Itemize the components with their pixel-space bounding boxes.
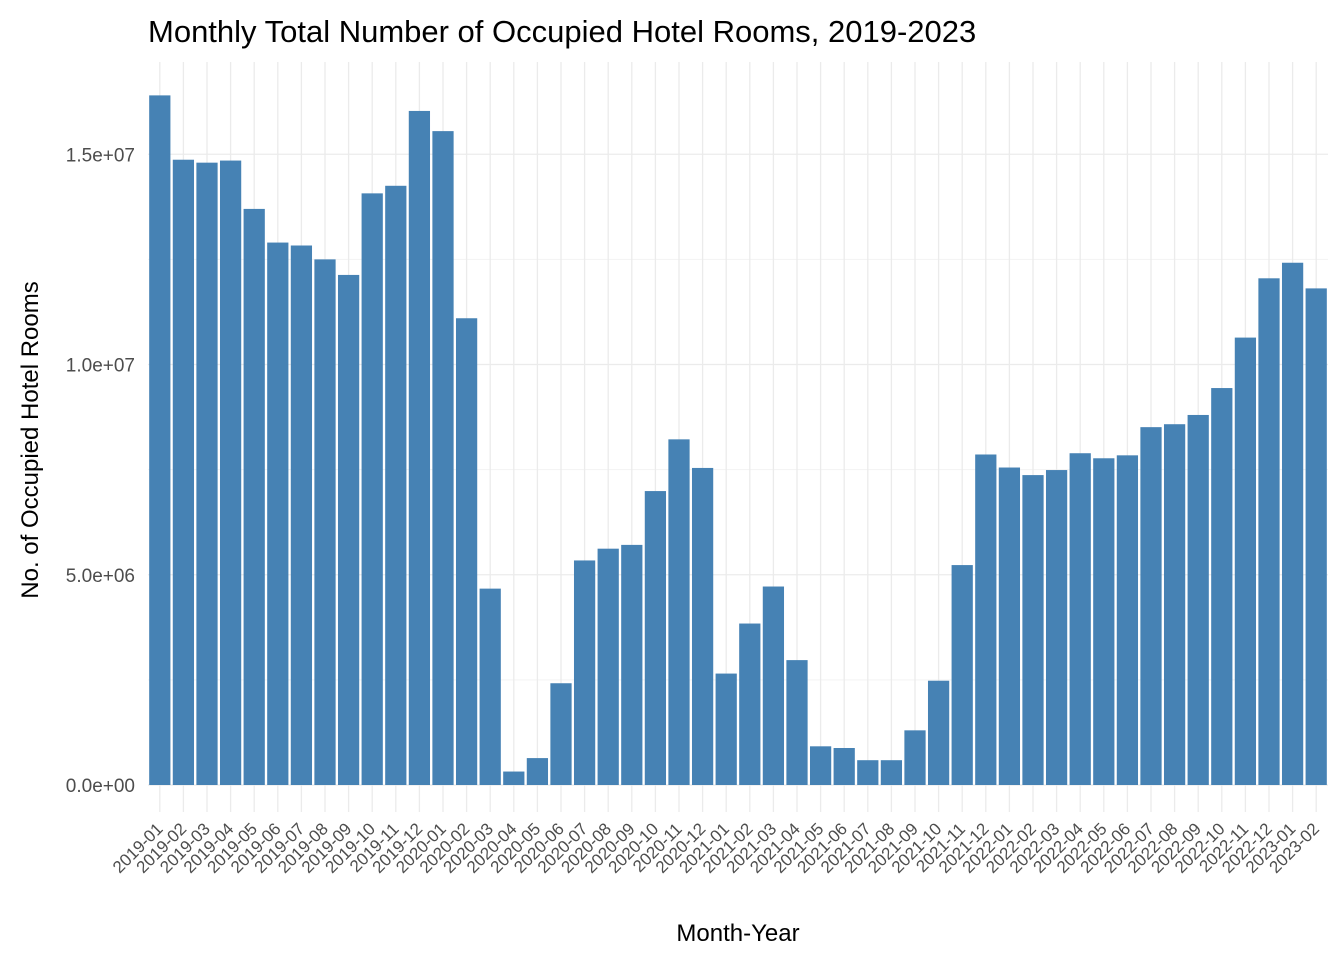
bar-2022-11	[1234, 337, 1257, 785]
y-tick-label: 1.0e+07	[66, 356, 135, 377]
bar-2020-09	[621, 544, 643, 785]
bar-2022-09	[1187, 414, 1209, 785]
y-tick-label: 0.0e+00	[66, 776, 135, 797]
bar-2021-08	[880, 760, 903, 785]
bar-2021-09	[904, 730, 926, 785]
bars	[149, 95, 1327, 786]
bar-2022-08	[1163, 424, 1186, 785]
bar-2022-03	[1045, 470, 1068, 785]
x-axis-title: Month-Year	[676, 920, 799, 947]
bar-2022-04	[1069, 453, 1091, 785]
bar-2020-10	[644, 491, 667, 785]
bar-2019-08	[314, 259, 336, 786]
bar-2019-11	[385, 185, 407, 786]
bar-2021-07	[857, 760, 879, 785]
y-tick-label: 1.5e+07	[66, 145, 135, 166]
y-axis-ticks: 0.0e+00 5.0e+06 1.0e+07 1.5e+07	[66, 145, 135, 797]
bar-2019-05	[243, 208, 265, 785]
bar-2020-02	[455, 318, 478, 785]
bar-2022-02	[1022, 475, 1044, 785]
bar-2022-12	[1258, 278, 1280, 785]
bar-2020-12	[691, 467, 714, 785]
bar-2020-08	[597, 548, 619, 785]
y-tick-label: 5.0e+06	[66, 566, 135, 587]
bar-2022-06	[1116, 455, 1139, 785]
bar-2021-10	[927, 680, 950, 785]
bar-2020-11	[668, 439, 690, 785]
bar-2019-10	[361, 193, 383, 786]
bar-2020-01	[432, 131, 454, 785]
bar-2022-05	[1093, 458, 1115, 785]
bar-2019-03	[196, 162, 218, 785]
bar-2019-04	[219, 160, 242, 785]
bar-2020-07	[573, 560, 596, 785]
bar-2023-02	[1305, 288, 1327, 785]
bar-2022-01	[998, 467, 1021, 785]
bar-2021-02	[739, 623, 761, 785]
bar-2021-11	[951, 565, 973, 785]
bar-2019-07	[290, 245, 313, 785]
bar-2023-01	[1281, 262, 1304, 785]
y-axis-title: No. of Occupied Hotel Rooms	[17, 281, 44, 598]
bar-2019-12	[408, 110, 431, 785]
bar-2021-03	[762, 586, 785, 785]
bar-2022-10	[1211, 388, 1233, 785]
bar-2022-07	[1140, 427, 1162, 785]
bar-2020-05	[526, 758, 549, 785]
bar-2020-03	[479, 588, 501, 785]
bar-2021-04	[786, 660, 808, 785]
bar-2021-06	[833, 748, 855, 785]
bar-2021-12	[975, 454, 997, 785]
bar-2019-01	[149, 95, 171, 785]
bar-2019-06	[267, 242, 289, 785]
bar-2020-04	[503, 771, 525, 785]
bar-2020-06	[550, 683, 572, 785]
bar-2021-01	[715, 673, 737, 785]
bar-2021-05	[809, 746, 832, 785]
bar-2019-02	[172, 159, 195, 786]
x-axis-ticks: 2019-012019-022019-032019-042019-052019-…	[109, 819, 1323, 877]
bar-2019-09	[337, 274, 360, 785]
chart-title: Monthly Total Number of Occupied Hotel R…	[148, 14, 976, 49]
